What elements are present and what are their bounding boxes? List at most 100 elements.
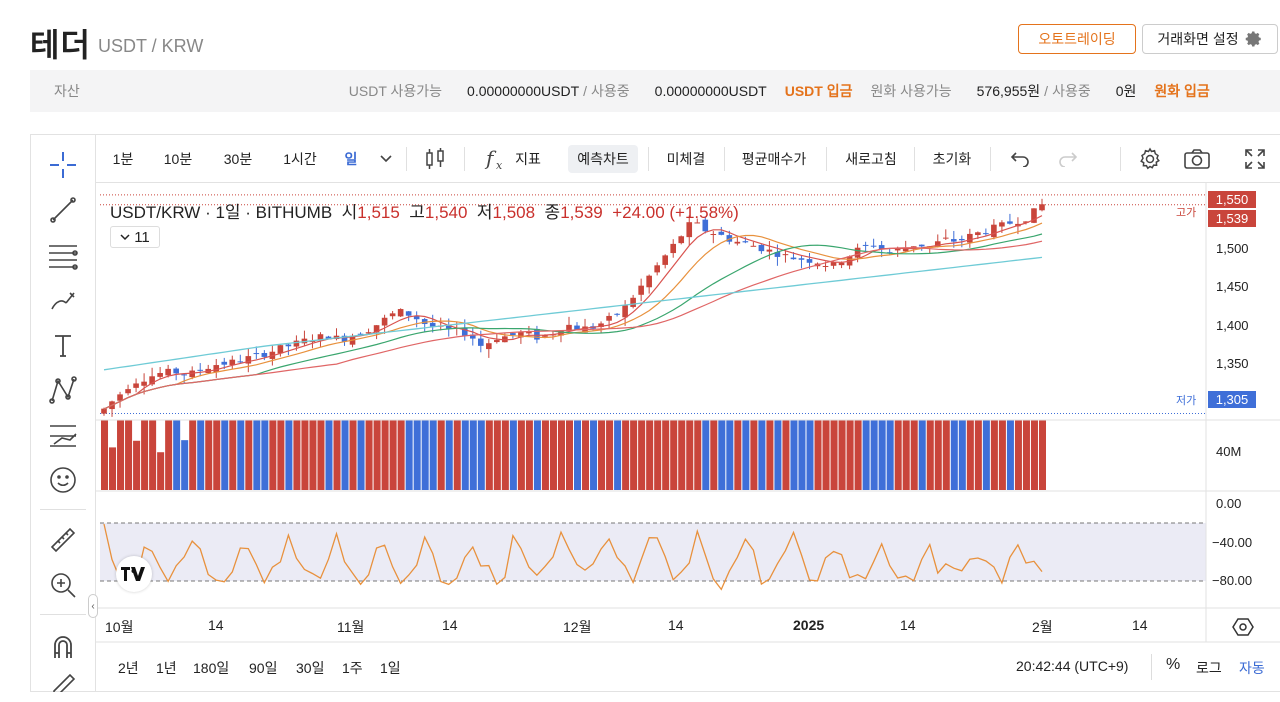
candle xyxy=(101,408,107,414)
emoji-tool-icon[interactable] xyxy=(46,463,80,497)
asset-label: 자산 xyxy=(54,83,80,99)
candle xyxy=(181,374,187,376)
legend-close: 1,539 xyxy=(560,203,603,222)
candle xyxy=(125,389,131,394)
interval-30m[interactable]: 30분 xyxy=(223,151,253,167)
candle xyxy=(405,311,412,316)
krw-deposit-link[interactable]: 원화 입금 xyxy=(1154,83,1210,99)
ma-toggle[interactable]: 11 xyxy=(110,226,160,248)
volume-bar xyxy=(189,420,197,490)
candle xyxy=(213,365,220,373)
collapse-toolbar-chevron-icon[interactable]: ‹ xyxy=(88,594,98,618)
interval-1h[interactable]: 1시간 xyxy=(283,151,317,167)
fullscreen-icon[interactable] xyxy=(1242,145,1268,173)
volume-bar xyxy=(541,420,549,490)
krw-inuse-value: 0원 xyxy=(1115,83,1137,99)
volume-bar xyxy=(477,420,485,490)
range-1y[interactable]: 1년 xyxy=(156,660,177,676)
range-90d[interactable]: 90일 xyxy=(249,660,278,676)
candle xyxy=(221,361,228,365)
crosshair-tool-icon[interactable] xyxy=(46,148,80,182)
autotrade-button[interactable]: 오토트레이딩 xyxy=(1018,24,1136,54)
candle xyxy=(726,235,733,242)
candle xyxy=(942,237,949,239)
time-axis: 10월 14 11월 14 12월 14 2025 14 2월 14 xyxy=(96,612,1206,640)
candle xyxy=(245,356,252,364)
range-30d[interactable]: 30일 xyxy=(296,660,325,676)
volume-bar xyxy=(758,420,766,490)
trendline-tool-icon[interactable] xyxy=(46,193,80,227)
divider xyxy=(724,147,725,171)
trade-settings-button[interactable]: 거래화면 설정 xyxy=(1142,24,1278,54)
redo-icon[interactable] xyxy=(1056,145,1080,173)
time-tick: 2025 xyxy=(793,617,825,633)
range-2y[interactable]: 2년 xyxy=(118,660,139,676)
forecast-tool-icon[interactable] xyxy=(46,418,80,452)
volume-bar xyxy=(582,420,590,490)
volume-bar xyxy=(1014,420,1022,490)
clock: 20:42:44 (UTC+9) xyxy=(1016,658,1129,674)
legend-high: 1,540 xyxy=(424,203,468,222)
long-ma-line xyxy=(103,256,1043,371)
svg-text:x: x xyxy=(496,159,503,171)
forecast-chart-button[interactable]: 예측차트 xyxy=(568,145,638,173)
last-price-tag: 1,539 xyxy=(1208,210,1256,227)
candle xyxy=(1007,221,1013,224)
reset-button[interactable]: 초기화 xyxy=(932,151,972,167)
axis-settings-icon[interactable] xyxy=(1232,617,1254,642)
candle-type-icon[interactable] xyxy=(422,145,448,173)
fib-tool-icon[interactable] xyxy=(46,238,80,272)
volume-bar xyxy=(886,420,894,490)
divider xyxy=(990,147,991,171)
volume-bar xyxy=(862,420,870,490)
candle xyxy=(1039,204,1045,211)
range-180d[interactable]: 180일 xyxy=(193,660,230,676)
usdt-inuse-value: 0.00000000USDT xyxy=(654,83,767,99)
candle xyxy=(622,305,628,318)
interval-10m[interactable]: 10분 xyxy=(163,151,193,167)
auto-toggle[interactable]: 자동 xyxy=(1239,660,1265,676)
undo-icon[interactable] xyxy=(1008,145,1032,173)
interval-dropdown-chevron-icon[interactable] xyxy=(378,145,394,173)
interval-1m[interactable]: 1분 xyxy=(112,151,134,167)
brush-tool-icon[interactable] xyxy=(46,283,80,317)
zoom-tool-icon[interactable] xyxy=(46,568,80,602)
volume-bar xyxy=(798,420,806,490)
candle xyxy=(486,343,492,350)
pair-label: USDT / KRW xyxy=(98,36,204,56)
camera-icon[interactable] xyxy=(1182,145,1212,173)
usdt-deposit-link[interactable]: USDT 입금 xyxy=(784,83,853,99)
candle xyxy=(542,334,548,337)
usdt-available-value: 0.00000000USDT xyxy=(467,83,580,99)
candle xyxy=(293,340,300,347)
range-1w[interactable]: 1주 xyxy=(342,660,363,676)
ruler-tool-icon[interactable] xyxy=(46,523,80,557)
osc-tick: −80.00 xyxy=(1212,573,1253,588)
refresh-button[interactable]: 새로고침 xyxy=(845,151,897,167)
candle xyxy=(518,332,524,338)
text-tool-icon[interactable] xyxy=(46,328,80,362)
unfilled-orders-button[interactable]: 미체결 xyxy=(666,151,706,167)
volume-bar xyxy=(469,420,477,490)
volume-bar xyxy=(261,420,269,490)
candle xyxy=(686,222,693,238)
volume-bar xyxy=(301,420,309,490)
interval-1d[interactable]: 일 xyxy=(344,151,358,167)
legend-open: 1,515 xyxy=(357,203,400,222)
pencil-tool-icon[interactable] xyxy=(46,672,80,692)
range-1d[interactable]: 1일 xyxy=(380,660,401,676)
avg-price-button[interactable]: 평균매수가 xyxy=(741,151,807,167)
pattern-tool-icon[interactable] xyxy=(46,373,80,407)
tradingview-logo-icon[interactable] xyxy=(116,556,152,592)
magnet-tool-icon[interactable] xyxy=(46,630,80,664)
volume-bar xyxy=(662,420,670,490)
percent-toggle[interactable]: % xyxy=(1166,656,1181,673)
volume-bar xyxy=(285,420,293,490)
log-toggle[interactable]: 로그 xyxy=(1196,660,1222,676)
chart-settings-gear-icon[interactable] xyxy=(1136,145,1164,173)
volume-bar xyxy=(517,420,525,490)
indicators-button[interactable]: 지표 xyxy=(515,151,541,167)
volume-bar xyxy=(237,420,245,490)
